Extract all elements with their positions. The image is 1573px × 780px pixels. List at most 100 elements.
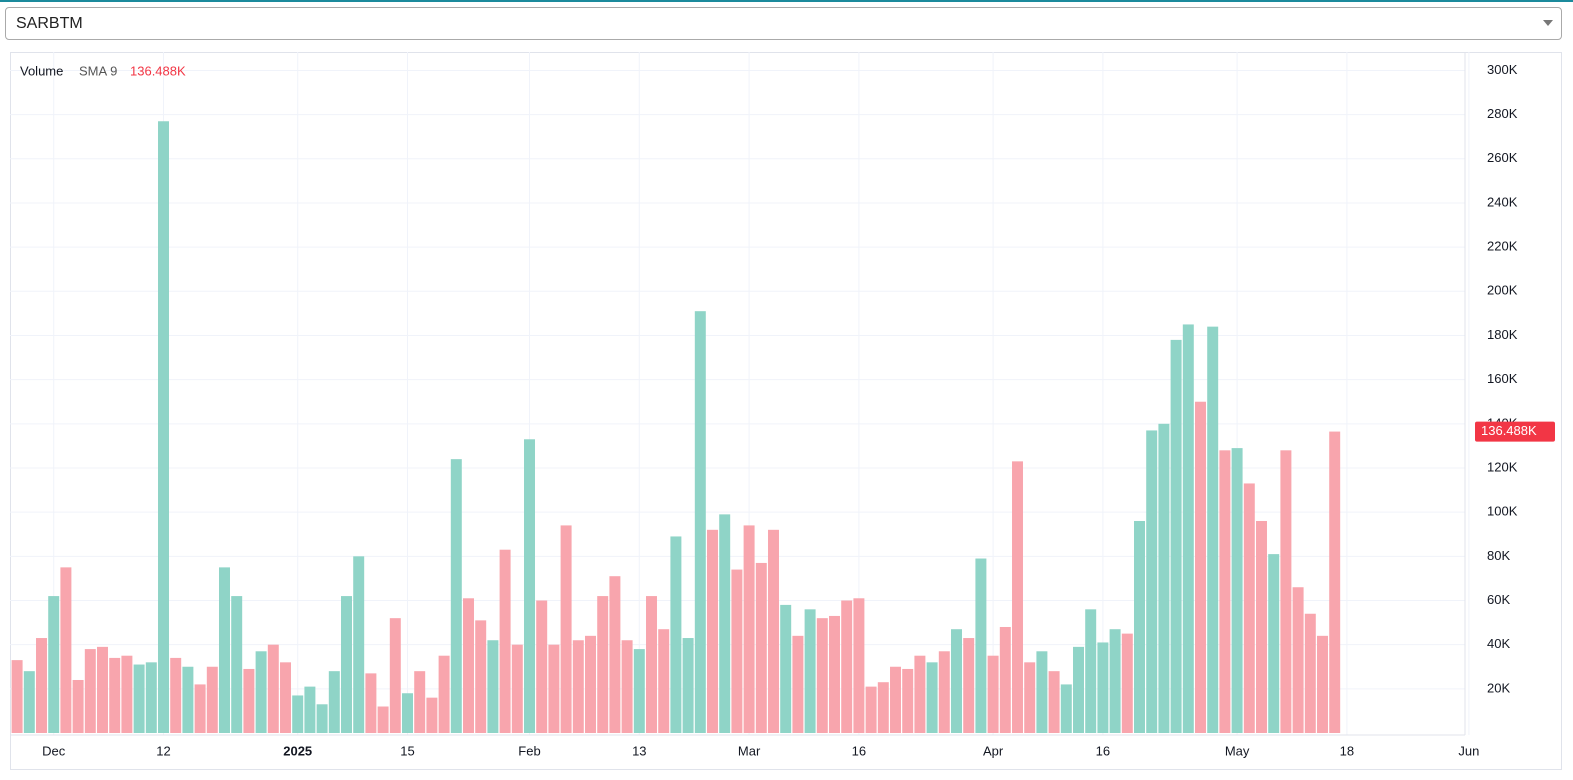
- bar: [572, 640, 584, 733]
- bar: [1182, 324, 1194, 733]
- y-tick-label: 300K: [1487, 62, 1518, 77]
- last-value-label: 136.488K: [1481, 423, 1537, 438]
- bar: [1329, 431, 1341, 733]
- bar: [511, 644, 523, 733]
- bar: [780, 604, 792, 733]
- bar: [1207, 326, 1219, 733]
- bar: [145, 662, 157, 733]
- bar: [585, 635, 596, 733]
- bar: [524, 439, 535, 733]
- bar: [633, 649, 645, 733]
- bar: [48, 596, 60, 733]
- x-tick-label: Mar: [738, 743, 761, 758]
- bar: [487, 640, 499, 733]
- x-tick-label: Feb: [518, 743, 540, 758]
- bar: [1109, 629, 1121, 733]
- bar: [1158, 423, 1170, 733]
- bar: [646, 596, 657, 733]
- bar: [267, 644, 279, 733]
- last-value-tag: [1475, 421, 1555, 442]
- y-tick-label: 240K: [1487, 194, 1518, 209]
- top-bar: [0, 0, 1573, 2]
- bar: [548, 644, 560, 733]
- y-tick-label: 160K: [1487, 371, 1518, 386]
- bar: [816, 618, 828, 733]
- bar: [121, 655, 133, 733]
- bar: [1219, 450, 1231, 733]
- bar: [658, 629, 670, 733]
- bar: [23, 671, 35, 733]
- bar: [280, 662, 291, 733]
- bar: [341, 596, 352, 733]
- y-tick-label: 200K: [1487, 283, 1518, 298]
- x-tick-label: 16: [1096, 743, 1110, 758]
- x-tick-label: 13: [632, 743, 646, 758]
- x-tick-label: 16: [852, 743, 866, 758]
- bar: [438, 655, 450, 733]
- bar: [951, 629, 962, 733]
- bar: [97, 646, 108, 733]
- bar: [829, 615, 840, 733]
- bar: [499, 549, 511, 733]
- bar: [792, 635, 804, 733]
- bar: [463, 598, 474, 733]
- bar: [1048, 671, 1060, 733]
- bar: [133, 664, 145, 733]
- bar: [865, 686, 877, 733]
- dropdown-arrow: [1543, 20, 1553, 26]
- symbol-dropdown[interactable]: SARBTM: [5, 7, 1562, 40]
- bar: [707, 529, 718, 733]
- y-tick-label: 20K: [1487, 680, 1510, 695]
- bar: [316, 704, 328, 733]
- y-tick-label: 80K: [1487, 548, 1510, 563]
- bar: [182, 666, 194, 733]
- bar: [1146, 430, 1158, 733]
- bar: [1121, 633, 1133, 733]
- x-tick-label: 12: [156, 743, 170, 758]
- bar: [243, 668, 255, 733]
- bar: [877, 682, 889, 733]
- bar: [414, 671, 426, 733]
- x-tick-label: May: [1225, 743, 1250, 758]
- bar: [60, 567, 72, 733]
- bar: [158, 121, 169, 733]
- bar: [755, 562, 767, 733]
- bar: [1292, 587, 1304, 733]
- bar: [694, 311, 706, 733]
- x-tick-label: 15: [400, 743, 414, 758]
- bar: [890, 666, 901, 733]
- bar: [743, 525, 755, 733]
- bar: [292, 695, 304, 733]
- legend-value: 136.488K: [130, 63, 186, 78]
- y-tick-label: 120K: [1487, 459, 1518, 474]
- legend-indicator: SMA 9: [79, 63, 117, 78]
- bar: [170, 657, 182, 733]
- x-tick-label: 2025: [283, 743, 312, 758]
- y-tick-label: 180K: [1487, 327, 1518, 342]
- bar: [1012, 461, 1023, 733]
- bar: [206, 666, 218, 733]
- bar: [536, 600, 548, 733]
- bar: [853, 598, 865, 733]
- y-tick-label: 260K: [1487, 150, 1518, 165]
- bar: [72, 679, 84, 733]
- bar: [377, 706, 389, 733]
- x-tick-label: Jun: [1458, 743, 1479, 758]
- bar: [670, 536, 682, 733]
- bar: [1097, 642, 1109, 733]
- bar: [1073, 646, 1084, 733]
- x-tick-label: Apr: [983, 743, 1004, 758]
- y-tick-label: 100K: [1487, 504, 1518, 519]
- x-tick-label: Dec: [42, 743, 66, 758]
- bar: [475, 620, 487, 733]
- bar: [1304, 613, 1316, 733]
- bar: [975, 558, 987, 733]
- bar: [597, 596, 609, 733]
- bar: [731, 569, 743, 733]
- y-tick-label: 220K: [1487, 239, 1518, 254]
- bar: [84, 649, 96, 733]
- x-tick-label: 18: [1340, 743, 1354, 758]
- bar: [963, 638, 975, 733]
- bar: [1085, 609, 1097, 733]
